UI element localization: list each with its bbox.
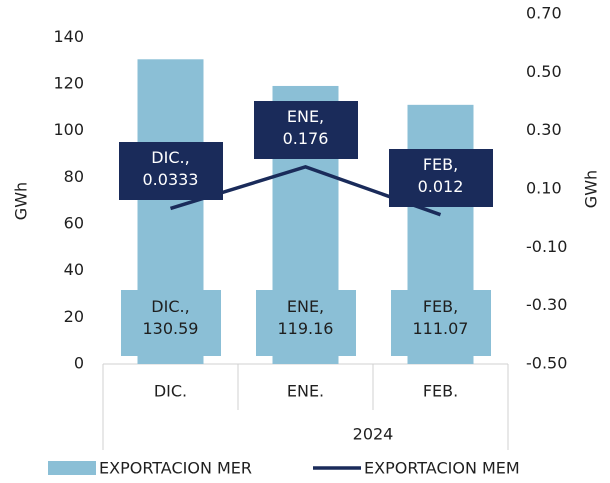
y-axis-label: GWh — [12, 182, 31, 220]
line-data-label: FEB, 0.012 — [388, 148, 493, 207]
y-tick-label: 80 — [64, 167, 84, 186]
line-data-label: ENE, 0.176 — [253, 100, 358, 159]
y-tick-label: 0 — [74, 354, 84, 373]
bar-data-label: FEB, 111.07 — [390, 290, 491, 356]
x-tick-label: FEB. — [423, 382, 458, 401]
y2-tick-label: -0.50 — [526, 354, 567, 373]
y2-tick-label: -0.10 — [526, 237, 567, 256]
legend-label: EXPORTACION MER — [99, 459, 252, 478]
x-group-label: 2024 — [353, 425, 394, 444]
y2-axis-label: GWh — [582, 170, 601, 208]
x-tick-label: DIC. — [154, 382, 187, 401]
y-tick-label: 40 — [64, 260, 84, 279]
legend-swatch — [48, 461, 96, 475]
legend-label: EXPORTACION MEM — [364, 459, 520, 478]
y2-tick-label: 0.10 — [526, 179, 562, 198]
y-tick-label: 100 — [53, 120, 84, 139]
y-tick-label: 120 — [53, 74, 84, 93]
y2-tick-label: -0.30 — [526, 295, 567, 314]
y-tick-label: 140 — [53, 27, 84, 46]
bar-data-label: DIC., 130.59 — [120, 290, 221, 356]
y-tick-label: 60 — [64, 214, 84, 233]
bar-data-label: ENE, 119.16 — [255, 290, 356, 356]
line-data-label: DIC., 0.0333 — [118, 142, 223, 201]
y2-tick-label: 0.50 — [526, 62, 562, 81]
y2-tick-label: 0.70 — [526, 4, 562, 23]
y2-tick-label: 0.30 — [526, 120, 562, 139]
x-tick-label: ENE. — [287, 382, 324, 401]
y-tick-label: 20 — [64, 307, 84, 326]
